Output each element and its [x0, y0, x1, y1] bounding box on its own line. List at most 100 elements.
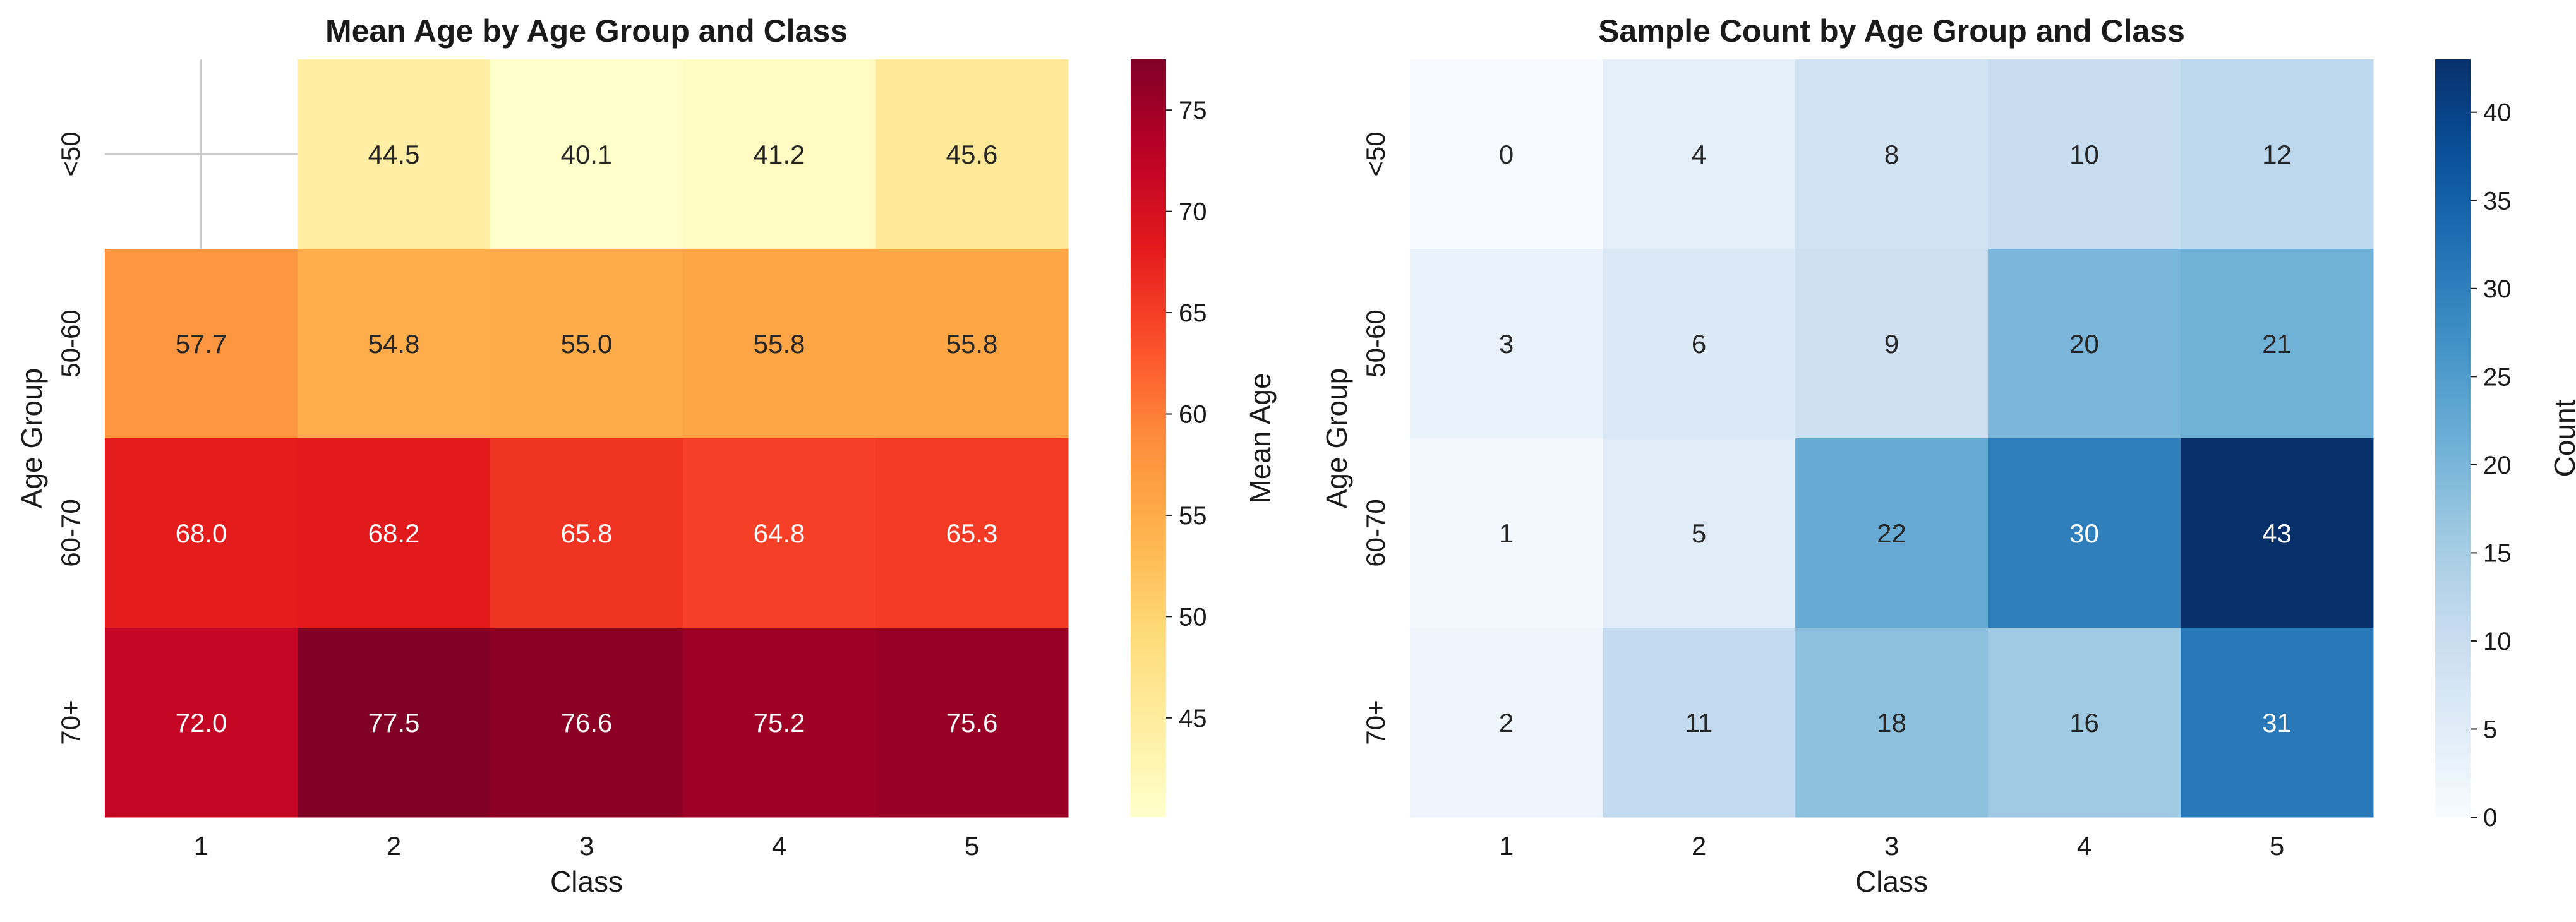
colorbar-tick-label: 65 [1179, 299, 1207, 327]
heatmap-cell [683, 59, 876, 249]
cell-label: 18 [1877, 708, 1906, 738]
cell-label: 5 [1692, 518, 1706, 548]
cell-label: 64.8 [754, 518, 805, 548]
heatmap-cell [1603, 249, 1796, 439]
cell-label: 43 [2262, 518, 2292, 548]
x-tick-label: 2 [387, 831, 401, 861]
colorbar-tick-label: 25 [2483, 363, 2512, 391]
heatmap-cell [1988, 249, 2181, 439]
cell-label: 20 [2069, 329, 2099, 359]
cell-label: 75.2 [754, 708, 805, 738]
y-tick-label: 50-60 [56, 309, 85, 377]
heatmap-cell [683, 249, 876, 439]
cell-label: 1 [1499, 518, 1514, 548]
heatmap-cell [2181, 628, 2374, 818]
heatmap-cell [1795, 59, 1989, 249]
colorbar-tick-label: 60 [1179, 400, 1207, 428]
cell-label: 9 [1884, 329, 1899, 359]
colorbar-tick-label: 35 [2483, 187, 2512, 215]
x-tick-label: 3 [579, 831, 594, 861]
colorbar-tick-label: 0 [2483, 804, 2497, 832]
heatmap-cell [490, 438, 683, 628]
chart-title: Mean Age by Age Group and Class [325, 13, 848, 49]
heatmap-cell [876, 59, 1069, 249]
cell-label: 31 [2262, 708, 2292, 738]
cell-label: 65.8 [561, 518, 613, 548]
y-tick-label: <50 [1361, 131, 1390, 176]
cell-label: 11 [1685, 708, 1713, 738]
cell-label: 6 [1692, 329, 1706, 359]
cell-label: 75.6 [946, 708, 998, 738]
colorbar-tick-label: 70 [1179, 198, 1207, 226]
cell-label: 57.7 [176, 329, 227, 359]
heatmap-cell [1795, 438, 1989, 628]
heatmap-cell [298, 249, 491, 439]
cell-label: 30 [2069, 518, 2099, 548]
heatmap-panel-1: 44.5 40.1 41.2 45.6 57.7 54.8 55.0 55.8 55.8 68.0… [15, 13, 1277, 898]
cell-label: 2 [1499, 708, 1514, 738]
y-tick-label: 60-70 [1361, 499, 1390, 566]
colorbar-tick-label: 40 [2483, 99, 2512, 127]
heatmap-cell [490, 628, 683, 818]
cell-label: 0 [1499, 140, 1514, 169]
cell-label: 55.8 [946, 329, 998, 359]
heatmap-cell [1795, 628, 1989, 818]
cell-label: 3 [1499, 329, 1514, 359]
y-axis-label: Age Group [15, 368, 48, 508]
colorbar-tick-label: 45 [1179, 705, 1207, 733]
heatmap-cell [1603, 59, 1796, 249]
colorbar-label: Mean Age [1244, 373, 1277, 503]
x-axis-label: Class [1855, 865, 1928, 898]
heatmap-cell [1410, 249, 1603, 439]
x-tick-label: 5 [965, 831, 979, 861]
heatmap-cell [1988, 628, 2181, 818]
cell-label: 68.0 [176, 518, 227, 548]
cell-label: 55.8 [754, 329, 805, 359]
cell-label: 68.2 [368, 518, 420, 548]
colorbar-tick-label: 20 [2483, 452, 2512, 479]
heatmap-cell [2181, 438, 2374, 628]
colorbar-tick-label: 5 [2483, 715, 2497, 743]
heatmap-cell [1603, 628, 1796, 818]
heatmap-cell [1410, 59, 1603, 249]
colorbar-tick-label: 75 [1179, 97, 1207, 124]
cell-label: 44.5 [368, 140, 420, 169]
cell-label: 65.3 [946, 518, 998, 548]
heatmap-cell [1988, 438, 2181, 628]
cell-label: 72.0 [176, 708, 227, 738]
heatmap-cell [490, 249, 683, 439]
colorbar-tick-label: 50 [1179, 603, 1207, 631]
x-tick-label: 1 [1499, 831, 1514, 861]
heatmap-cell [490, 59, 683, 249]
colorbar [2435, 59, 2471, 817]
heatmap-cell [683, 438, 876, 628]
x-tick-label: 1 [194, 831, 208, 861]
cell-label: 10 [2069, 140, 2099, 169]
colorbar-tick-label: 55 [1179, 502, 1207, 530]
cell-label: 41.2 [754, 140, 805, 169]
colorbar-tick-label: 10 [2483, 628, 2512, 656]
colorbar-label: Count [2548, 399, 2576, 477]
cell-label: 55.0 [561, 329, 613, 359]
heatmap-cell [876, 628, 1069, 818]
heatmap-cell [2181, 59, 2374, 249]
heatmap-cell [298, 438, 491, 628]
heatmap-cell [105, 249, 298, 439]
heatmap-cell [105, 628, 298, 818]
colorbar-tick-label: 15 [2483, 539, 2512, 567]
y-tick-label: 70+ [56, 700, 85, 745]
heatmap-cell [298, 628, 491, 818]
x-tick-label: 2 [1692, 831, 1706, 861]
heatmap-cell [1410, 438, 1603, 628]
heatmap-cell [1603, 438, 1796, 628]
x-tick-label: 4 [2077, 831, 2091, 861]
heatmap-cell [876, 249, 1069, 439]
y-tick-label: <50 [56, 131, 85, 176]
cell-label: 4 [1692, 140, 1706, 169]
chart-title: Sample Count by Age Group and Class [1598, 13, 2185, 49]
cell-label: 45.6 [946, 140, 998, 169]
heatmap-cell [105, 438, 298, 628]
cell-label: 40.1 [561, 140, 613, 169]
cell-label: 12 [2262, 140, 2292, 169]
